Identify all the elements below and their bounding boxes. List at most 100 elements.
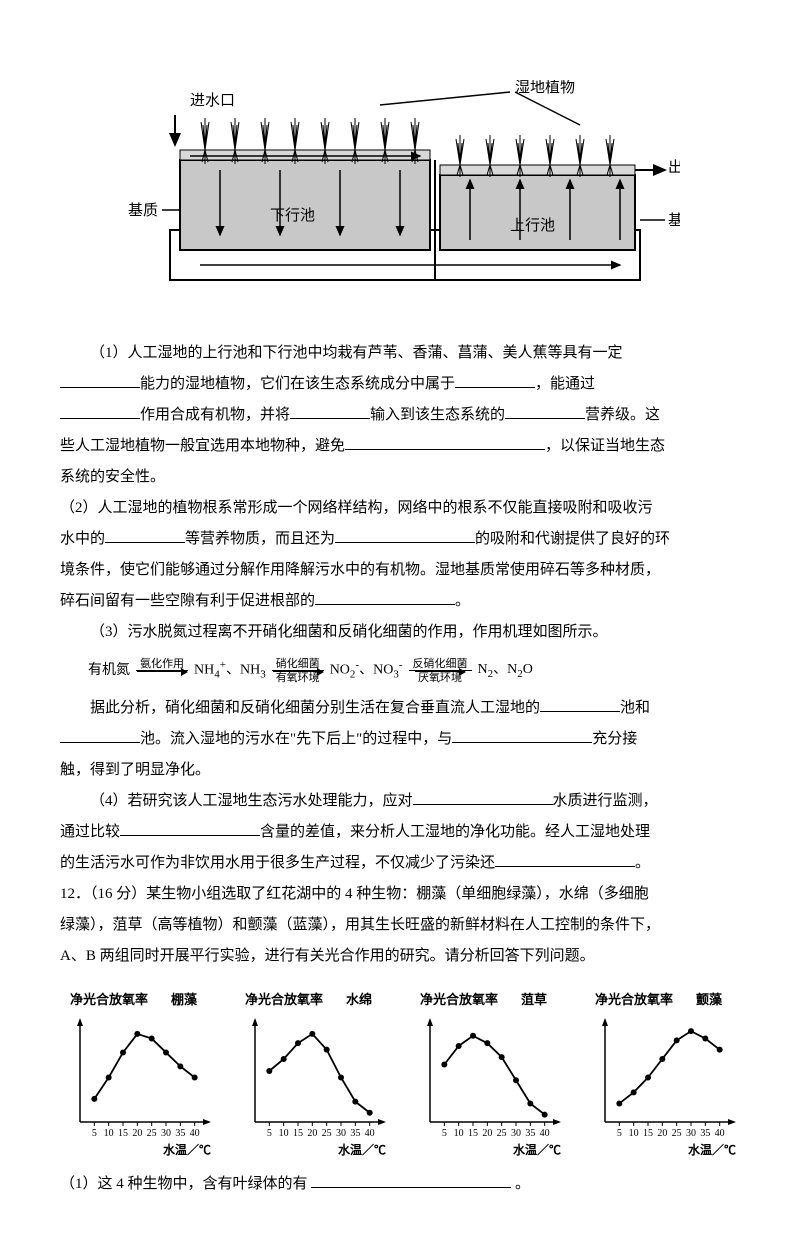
- blank: [311, 1172, 511, 1188]
- q12-line2: 绿藻），菹草（高等植物）和颤藻（蓝藻），用其生长旺盛的新鲜材料在人工控制的条件下…: [60, 912, 740, 939]
- blank: [413, 789, 553, 805]
- q3-line3: 触，得到了明显净化。: [60, 757, 740, 784]
- wetland-diagram: 进水口 湿地植物 出水口 基质 基质 下行池 上行池: [120, 80, 680, 300]
- reaction-scheme: 有机氮 氨化作用 NH4+、NH3 硝化细菌 有氧环境 NO2-、NO3- 反硝…: [88, 656, 740, 685]
- q2-l2c: 的吸附和代谢提供了良好的环: [475, 531, 670, 547]
- svg-text:25: 25: [147, 1128, 157, 1139]
- q4-line2: 通过比较 含量的差值，来分析人工湿地的净化功能。经人工湿地处理: [60, 819, 740, 846]
- svg-text:25: 25: [672, 1128, 682, 1139]
- q2-l2b: 等营养物质，而且还为: [185, 531, 335, 547]
- reaction-r4: N2、N2O: [478, 657, 533, 685]
- q1-line2: 能力的湿地植物，它们在该生态系统成分中属于 ，能通过: [60, 371, 740, 398]
- q12-line1: 12．（16 分）某生物小组选取了红花湖中的 4 种生物：棚藻（单细胞绿藻），水…: [60, 881, 740, 908]
- q4-l1b: 水质进行监测，: [553, 793, 658, 809]
- q2-l2a: 水中的: [60, 531, 105, 547]
- reaction-arrow-3: 反硝化细菌 厌氧环境: [409, 658, 472, 684]
- q12-sub1-end: 。: [515, 1176, 530, 1192]
- svg-text:30: 30: [686, 1128, 696, 1139]
- charts-row: 净光合放氧率棚藻510152025303540水温／℃ 净光合放氧率水绵5101…: [60, 988, 740, 1161]
- q1-l3c: 营养级。这: [585, 407, 660, 423]
- q3-line2: 池。流入湿地的污水在"先下后上"的过程中，与 充分接: [60, 726, 740, 753]
- svg-text:40: 40: [540, 1128, 550, 1139]
- q4-l2a: 通过比较: [60, 824, 120, 840]
- q2-line2: 水中的 等营养物质，而且还为 的吸附和代谢提供了良好的环: [60, 526, 740, 553]
- svg-text:30: 30: [336, 1128, 346, 1139]
- svg-text:5: 5: [617, 1128, 622, 1139]
- q12-sub1-text: （1）这 4 种生物中，含有叶绿体的有: [60, 1176, 308, 1192]
- blank: [455, 372, 535, 388]
- label-inlet: 进水口: [190, 92, 235, 109]
- chart-3: 净光合放氧率颤藻510152025303540水温／℃: [585, 988, 740, 1161]
- q12-line3: A、B 两组同时开展平行实验，进行有关光合作用的研究。请分析回答下列问题。: [60, 943, 740, 970]
- label-outlet: 出水口: [668, 159, 680, 176]
- svg-text:5: 5: [92, 1128, 97, 1139]
- svg-text:10: 10: [454, 1128, 464, 1139]
- svg-text:15: 15: [643, 1128, 653, 1139]
- svg-text:15: 15: [468, 1128, 478, 1139]
- q3-intro: （3）污水脱氮过程离不开硝化细菌和反硝化细菌的作用，作用机理如图所示。: [60, 619, 740, 646]
- q2-line4: 碎石间留有一些空隙有利于促进根部的。: [60, 588, 740, 615]
- svg-text:35: 35: [525, 1128, 535, 1139]
- svg-text:25: 25: [497, 1128, 507, 1139]
- q12-sub1: （1）这 4 种生物中，含有叶绿体的有 。: [60, 1171, 740, 1198]
- svg-text:40: 40: [715, 1128, 725, 1139]
- svg-text:20: 20: [132, 1128, 142, 1139]
- blank: [540, 696, 620, 712]
- label-substrate-right: 基质: [668, 212, 680, 229]
- svg-text:40: 40: [190, 1128, 200, 1139]
- chart-0: 净光合放氧率棚藻510152025303540水温／℃: [60, 988, 215, 1161]
- svg-text:35: 35: [350, 1128, 360, 1139]
- reaction-arrow-1: 氨化作用: [136, 658, 188, 684]
- reaction-r3: NO2-、NO3-: [330, 656, 403, 685]
- svg-text:20: 20: [657, 1128, 667, 1139]
- reaction-r1: 有机氮: [88, 658, 130, 683]
- label-down-pool: 下行池: [270, 207, 315, 224]
- q2-l4a: 碎石间留有一些空隙有利于促进根部的: [60, 593, 315, 609]
- blank: [335, 527, 475, 543]
- q1-line1: （1）人工湿地的上行池和下行池中均栽有芦苇、香蒲、菖蒲、美人蕉等具有一定: [60, 340, 740, 367]
- svg-text:5: 5: [442, 1128, 447, 1139]
- blank: [60, 372, 140, 388]
- blank: [120, 820, 260, 836]
- q2-line1: （2）人工湿地的植物根系常形成一个网络样结构，网络中的根系不仅能直接吸附和吸收污: [60, 495, 740, 522]
- svg-text:15: 15: [118, 1128, 128, 1139]
- blank: [345, 434, 545, 450]
- blank: [290, 403, 370, 419]
- blank: [495, 851, 635, 867]
- q1-l4a: 些人工湿地植物一般宜选用本地物种，避免: [60, 438, 345, 454]
- wetland-svg: 进水口 湿地植物 出水口 基质 基质 下行池 上行池: [120, 80, 680, 300]
- svg-text:25: 25: [322, 1128, 332, 1139]
- q4-line1: （4）若研究该人工湿地生态污水处理能力，应对水质进行监测，: [60, 788, 740, 815]
- q1-l3a: 作用合成有机物，并将: [140, 407, 290, 423]
- svg-text:30: 30: [511, 1128, 521, 1139]
- q4-l2b: 含量的差值，来分析人工湿地的净化功能。经人工湿地处理: [260, 824, 650, 840]
- q4-line3: 的生活污水可作为非饮用水用于很多生产过程，不仅减少了污染还。: [60, 850, 740, 877]
- label-wetland-plants: 湿地植物: [515, 80, 575, 96]
- label-substrate-left: 基质: [128, 202, 158, 219]
- svg-text:5: 5: [267, 1128, 272, 1139]
- reaction-arrow-2: 硝化细菌 有氧环境: [272, 658, 324, 684]
- blank: [105, 527, 185, 543]
- q1-l4b: ，以保证当地生态: [545, 438, 665, 454]
- blank: [60, 403, 140, 419]
- blank: [505, 403, 585, 419]
- q3-l2b: 充分接: [592, 731, 637, 747]
- svg-text:30: 30: [161, 1128, 171, 1139]
- q3-l1b: 池和: [620, 700, 650, 716]
- svg-text:10: 10: [629, 1128, 639, 1139]
- svg-text:35: 35: [700, 1128, 710, 1139]
- q1-l2a: 能力的湿地植物，它们在该生态系统成分中属于: [140, 376, 455, 392]
- blank: [60, 727, 140, 743]
- svg-text:40: 40: [365, 1128, 375, 1139]
- chart-2: 净光合放氧率菹草510152025303540水温／℃: [410, 988, 565, 1161]
- q3-l2a: 池。流入湿地的污水在"先下后上"的过程中，与: [140, 731, 452, 747]
- q1-line3: 作用合成有机物，并将 输入到该生态系统的 营养级。这: [60, 402, 740, 429]
- q1-l2b: ，能通过: [535, 376, 595, 392]
- label-up-pool: 上行池: [510, 217, 555, 234]
- svg-text:15: 15: [293, 1128, 303, 1139]
- q3-line1: 据此分析，硝化细菌和反硝化细菌分别生活在复合垂直流人工湿地的 池和: [60, 695, 740, 722]
- q1-l3b: 输入到该生态系统的: [370, 407, 505, 423]
- svg-text:10: 10: [279, 1128, 289, 1139]
- q3-l1a: 据此分析，硝化细菌和反硝化细菌分别生活在复合垂直流人工湿地的: [90, 700, 540, 716]
- q2-line3: 境条件，使它们能够通过分解作用降解污水中的有机物。湿地基质常使用碎石等多种材质，: [60, 557, 740, 584]
